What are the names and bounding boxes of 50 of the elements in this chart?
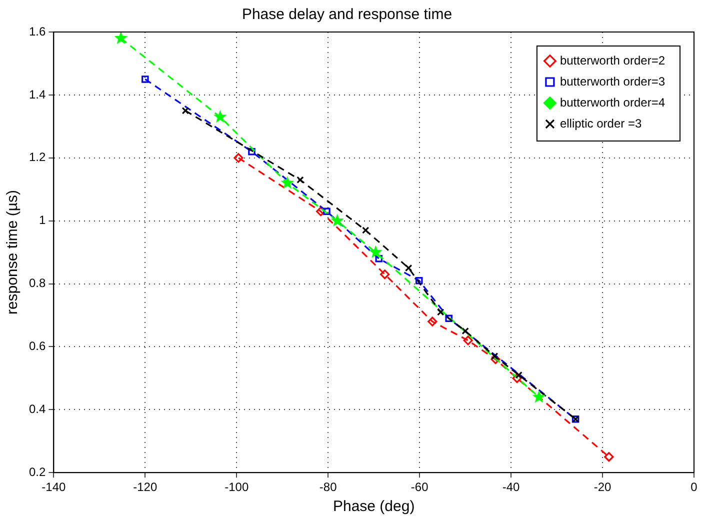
point [375,254,382,262]
legend-label: butterworth order=3 [560,74,666,88]
point [445,314,452,322]
chart-title: Phase delay and response time [242,6,452,24]
point [214,110,227,123]
point [436,308,444,316]
point [114,31,128,44]
point [182,107,190,114]
y-tick-label: 1 [38,213,46,228]
y-tick-label: 0.6 [28,339,46,354]
legend-label: butterworth order=2 [560,53,666,68]
y-tick-label: 0.2 [28,464,46,479]
point [280,176,294,189]
point [490,352,498,360]
point [234,153,244,163]
x-tick-label: -120 [133,480,158,494]
y-tick-label: 1.4 [28,87,46,102]
point [515,371,522,379]
x-axis-title: Phase (deg) [332,498,415,516]
point [369,245,382,258]
point [404,264,412,272]
y-tick-label: 1.6 [28,24,46,38]
y-axis-title: response time (µs) [4,190,22,315]
point [362,226,370,234]
y-tick-label: 0.4 [28,402,46,416]
point [330,214,344,226]
x-tick-label: -140 [42,480,66,494]
point [428,316,438,326]
y-tick-label: 1.2 [28,150,46,164]
point [532,390,546,403]
point [512,373,522,383]
legend-label: butterworth order=4 [560,95,666,110]
y-tick-label: 0.8 [28,276,46,290]
x-tick-label: -100 [224,480,249,494]
x-tick-label: 0 [690,480,698,494]
x-tick-label: -80 [319,480,338,494]
point [142,76,149,83]
point [296,176,304,184]
x-tick-label: -20 [594,480,612,494]
point [462,327,469,335]
point [463,336,473,346]
point [415,276,423,284]
point [323,208,330,216]
point [604,452,614,462]
x-tick-label: -60 [410,480,429,494]
point [248,148,256,156]
x-tick-label: -40 [502,480,520,494]
point [316,206,326,216]
legend-label: elliptic order =3 [560,116,642,130]
point [380,270,390,280]
